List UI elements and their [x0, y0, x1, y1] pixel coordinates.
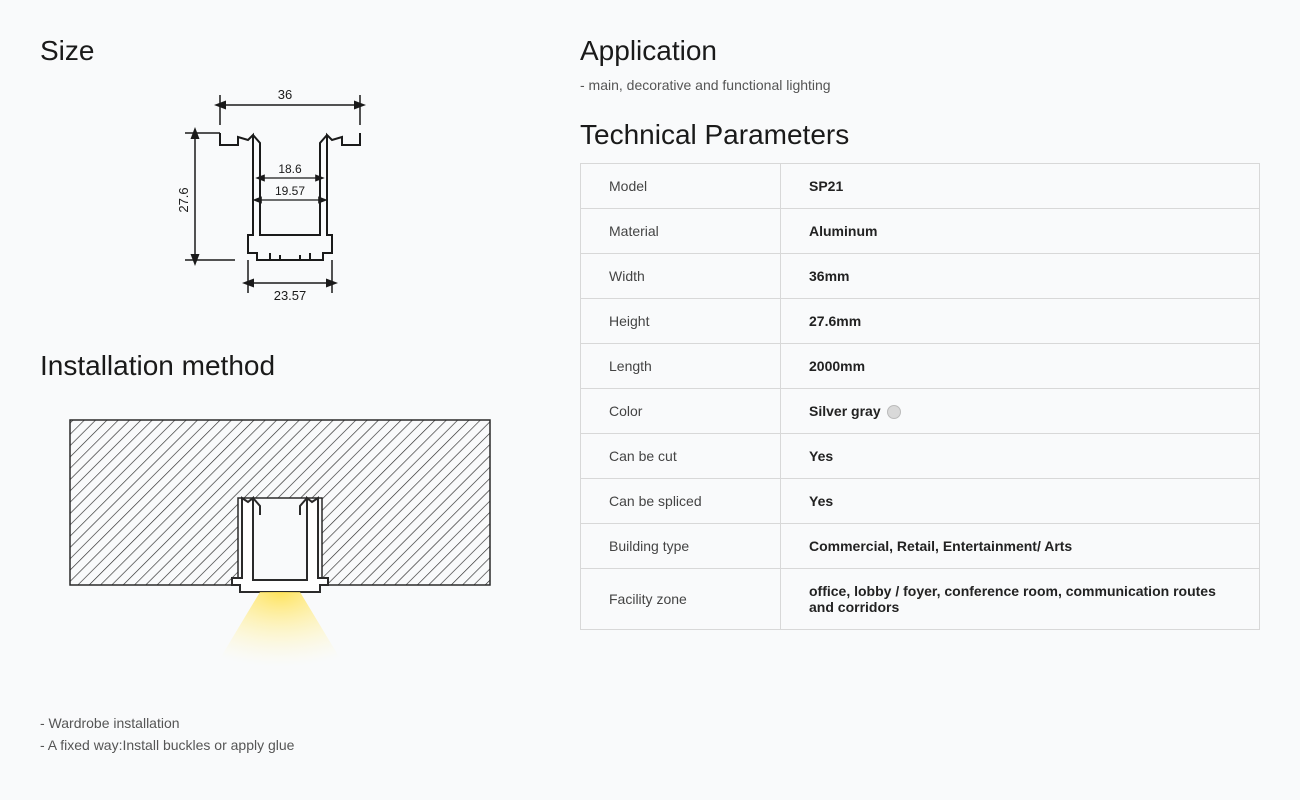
- install-note-2: - A fixed way:Install buckles or apply g…: [40, 737, 500, 753]
- table-row: Width36mm: [581, 254, 1260, 299]
- param-label: Can be cut: [581, 434, 781, 479]
- table-row: ModelSP21: [581, 164, 1260, 209]
- table-row: Facility zoneoffice, lobby / foyer, conf…: [581, 569, 1260, 630]
- param-label: Can be spliced: [581, 479, 781, 524]
- param-label: Material: [581, 209, 781, 254]
- dim-inner-top: 18.6: [278, 162, 302, 176]
- param-value: 36mm: [781, 254, 1260, 299]
- table-row: Can be cutYes: [581, 434, 1260, 479]
- dim-inner-bottom: 19.57: [275, 184, 305, 198]
- param-label: Building type: [581, 524, 781, 569]
- param-value: SP21: [781, 164, 1260, 209]
- table-row: Length2000mm: [581, 344, 1260, 389]
- param-value: Yes: [781, 434, 1260, 479]
- table-row: MaterialAluminum: [581, 209, 1260, 254]
- size-diagram: 36 27.6 18.6 19.57: [160, 85, 390, 315]
- tech-params-table: ModelSP21MaterialAluminumWidth36mmHeight…: [580, 163, 1260, 630]
- param-value: Silver gray: [781, 389, 1260, 434]
- param-value: Yes: [781, 479, 1260, 524]
- table-row: Building typeCommercial, Retail, Enterta…: [581, 524, 1260, 569]
- color-swatch: [887, 405, 901, 419]
- install-heading: Installation method: [40, 350, 500, 382]
- install-diagram: [60, 410, 500, 680]
- dim-height-left: 27.6: [176, 187, 191, 212]
- install-note-1: - Wardrobe installation: [40, 715, 500, 731]
- param-label: Height: [581, 299, 781, 344]
- dim-base-width: 23.57: [274, 288, 307, 303]
- param-label: Facility zone: [581, 569, 781, 630]
- dim-width-top: 36: [278, 87, 292, 102]
- param-value: office, lobby / foyer, conference room, …: [781, 569, 1260, 630]
- param-label: Width: [581, 254, 781, 299]
- table-row: Height27.6mm: [581, 299, 1260, 344]
- table-row: Can be splicedYes: [581, 479, 1260, 524]
- size-heading: Size: [40, 35, 500, 67]
- application-note: - main, decorative and functional lighti…: [580, 77, 1260, 93]
- param-label: Color: [581, 389, 781, 434]
- application-heading: Application: [580, 35, 1260, 67]
- param-label: Model: [581, 164, 781, 209]
- table-row: ColorSilver gray: [581, 389, 1260, 434]
- param-value: Commercial, Retail, Entertainment/ Arts: [781, 524, 1260, 569]
- tech-heading: Technical Parameters: [580, 119, 1260, 151]
- param-value: Aluminum: [781, 209, 1260, 254]
- param-value: 2000mm: [781, 344, 1260, 389]
- param-label: Length: [581, 344, 781, 389]
- param-value: 27.6mm: [781, 299, 1260, 344]
